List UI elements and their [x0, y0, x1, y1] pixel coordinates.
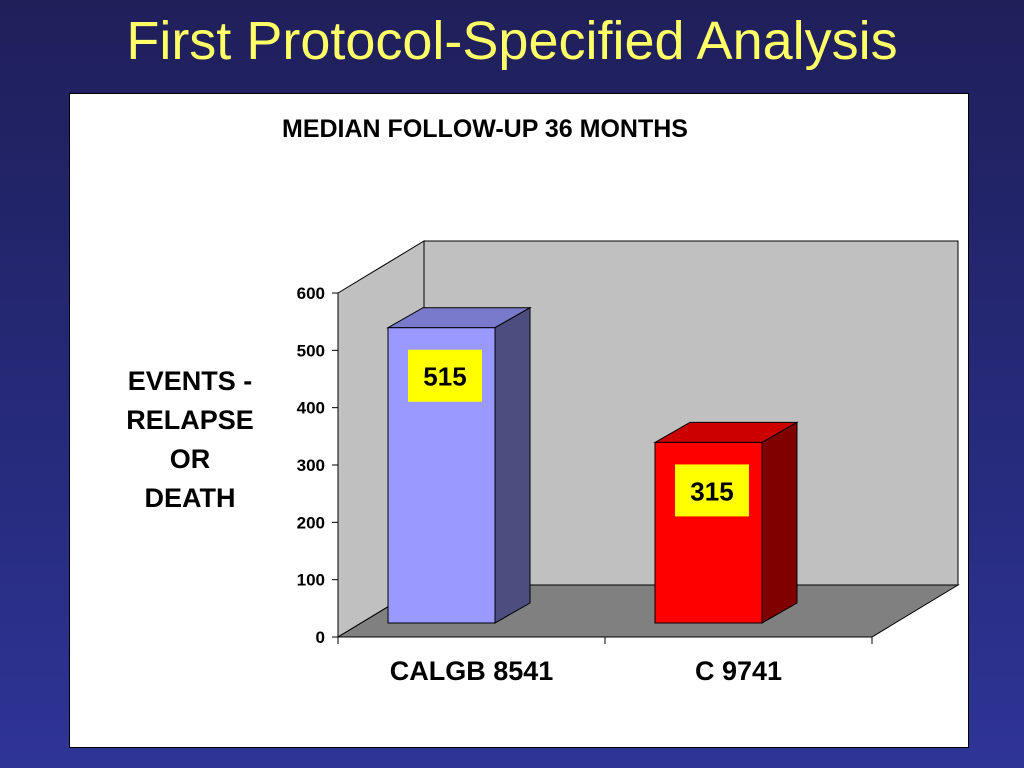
data-label-box	[408, 349, 482, 402]
y-tick-label: 500	[297, 341, 325, 360]
x-tick-label: C 9741	[695, 656, 782, 686]
data-label: 515	[423, 362, 466, 392]
y-axis-title-line: DEATH	[144, 483, 236, 513]
y-axis-title-line: OR	[169, 444, 211, 474]
bar: 315	[653, 421, 799, 624]
chart-title: MEDIAN FOLLOW-UP 36 MONTHS	[282, 115, 688, 143]
y-axis-title: EVENTS - RELAPSE OR DEATH	[100, 362, 280, 518]
data-label-box	[675, 464, 749, 517]
y-axis-title-line: EVENTS -	[127, 366, 253, 396]
bar-series: 515 315	[386, 306, 799, 624]
bar-side-face	[494, 306, 531, 624]
y-axis-title-line: RELAPSE	[126, 405, 254, 435]
y-axis: 0 100 200 300 400 500 600	[297, 284, 873, 647]
bar-side-face	[761, 421, 798, 624]
bar: 515	[386, 306, 532, 624]
data-label: 315	[690, 476, 733, 506]
x-axis-labels: CALGB 8541 C 9741	[390, 656, 782, 686]
y-tick-label: 100	[297, 571, 325, 590]
y-tick-label: 300	[297, 456, 325, 475]
y-tick-label: 400	[297, 399, 325, 418]
y-tick-label: 200	[297, 513, 325, 532]
slide-title: First Protocol-Specified Analysis	[126, 11, 898, 71]
y-tick-label: 600	[297, 284, 325, 303]
x-tick-label: CALGB 8541	[390, 656, 554, 686]
y-tick-label: 0	[316, 628, 325, 647]
